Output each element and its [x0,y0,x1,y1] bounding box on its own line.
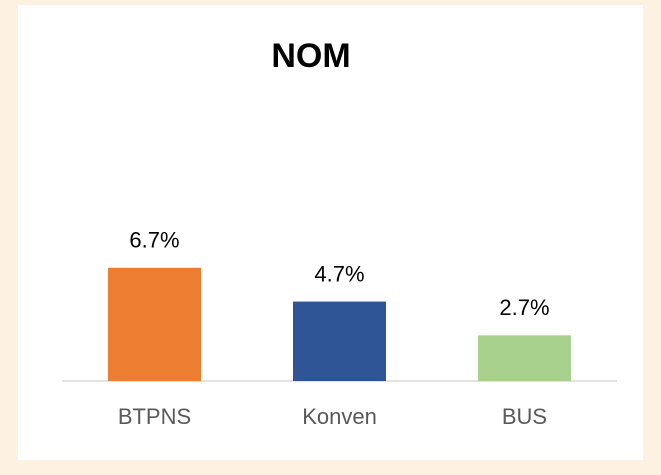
bar [293,301,386,381]
bar [108,267,201,381]
chart-panel [18,5,643,460]
bar [478,335,571,381]
x-tick-label: BTPNS [118,404,191,429]
chart-title: NOM [271,37,350,75]
data-label: 4.7% [314,261,364,286]
data-label: 2.7% [499,295,549,320]
x-tick-label: Konven [302,404,377,429]
data-label: 6.7% [129,228,179,253]
x-tick-label: BUS [502,404,547,429]
